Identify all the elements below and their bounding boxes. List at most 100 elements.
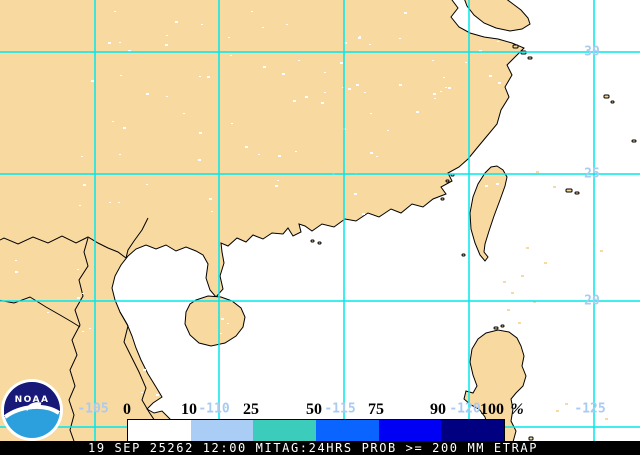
sea-speck: [556, 410, 559, 412]
islet: [445, 179, 450, 183]
speckle: [83, 184, 86, 186]
speckle: [109, 202, 111, 203]
sea-speck: [507, 309, 510, 311]
islet: [603, 94, 610, 99]
speckle: [389, 219, 391, 220]
country-borders: [0, 217, 172, 455]
speckle: [118, 202, 120, 203]
speckle: [221, 318, 224, 320]
speckle: [108, 42, 111, 44]
island-hainan: [184, 295, 246, 347]
islet: [610, 100, 615, 104]
speckle: [394, 213, 397, 215]
speckle: [387, 130, 389, 131]
speckle: [364, 92, 366, 93]
sea-speck: [521, 275, 524, 277]
speckle: [79, 205, 81, 206]
speckle: [146, 184, 148, 185]
terrain-speckles: [15, 11, 501, 396]
speckle: [282, 73, 285, 75]
colorbar-segment-10-25: [190, 420, 254, 441]
speckle: [120, 75, 122, 76]
speckle: [15, 260, 17, 261]
speckle: [15, 271, 18, 273]
colorbar-tick-label: 0: [123, 401, 131, 418]
islet: [461, 253, 466, 257]
speckle: [262, 27, 264, 28]
landmass-yangtze-lobe: [464, 0, 531, 32]
sea-speck: [503, 281, 506, 283]
latitude-label: 25: [584, 166, 600, 182]
speckle: [362, 213, 365, 215]
landmass-mainland-asia: [0, 0, 525, 455]
speckle: [165, 44, 168, 46]
colorbar-tick-label: 25: [243, 401, 259, 418]
sea-speck: [518, 322, 521, 324]
speckle: [82, 331, 84, 332]
colorbar: [127, 419, 505, 442]
speckle: [123, 127, 126, 129]
status-text: 19 SEP 25262 12:00 MITAG:24HRS PROB >= 2…: [88, 441, 539, 455]
speckle: [209, 198, 212, 200]
speckle: [416, 111, 419, 113]
speckle: [199, 76, 201, 77]
speckle: [175, 21, 178, 23]
speckle: [369, 44, 371, 45]
speckle: [359, 36, 361, 37]
speckle: [119, 154, 121, 155]
speckle: [198, 159, 201, 161]
speckle: [227, 323, 229, 324]
islet: [631, 139, 637, 143]
speckle: [293, 100, 296, 102]
speckle: [448, 87, 451, 89]
sea-speck: [553, 186, 556, 188]
colorbar-tick-label: 90: [430, 401, 446, 418]
speckle: [489, 75, 492, 77]
speckle: [156, 394, 159, 396]
colorbar-tick-label: 50: [306, 401, 322, 418]
speckle: [143, 369, 146, 371]
speckle: [485, 185, 488, 187]
speckle: [278, 155, 281, 157]
colorbar-segment-0-10: [128, 420, 191, 441]
speckle: [81, 156, 83, 157]
longitude-label: -125: [574, 401, 606, 417]
status-bar: 19 SEP 25262 12:00 MITAG:24HRS PROB >= 2…: [0, 441, 640, 455]
speckle: [172, 373, 175, 375]
island-luzon: [463, 329, 527, 455]
latitude-label: 30: [584, 44, 600, 60]
seagull-wing-icon: [24, 402, 42, 411]
islet: [500, 324, 505, 328]
noaa-logo: NOAA: [1, 379, 63, 441]
speckle: [321, 102, 324, 104]
speckle: [91, 80, 94, 82]
speckle: [356, 84, 359, 86]
speckle: [497, 220, 500, 222]
islet: [528, 436, 534, 441]
speckle: [201, 24, 203, 25]
seagull-icon: [3, 404, 61, 419]
speckle: [497, 41, 499, 42]
colorbar-tick-label: 75: [368, 401, 384, 418]
speckle: [231, 123, 233, 124]
speckle: [112, 121, 114, 122]
small-islands: [310, 44, 637, 449]
speckle: [342, 87, 344, 88]
islet: [565, 188, 573, 193]
islet: [493, 326, 499, 330]
speckle: [251, 11, 253, 12]
sea-speck: [511, 292, 514, 294]
islet: [317, 241, 322, 245]
longitude-label: -105: [77, 401, 109, 417]
speckle: [358, 37, 361, 39]
speckle: [128, 50, 131, 52]
speckle: [183, 113, 185, 114]
sea-speckles: [503, 171, 608, 420]
speckle: [114, 11, 116, 12]
speckle: [141, 392, 143, 393]
sea-speck: [533, 301, 536, 303]
speckle: [245, 146, 248, 148]
speckle: [166, 35, 168, 36]
speckle: [348, 88, 351, 90]
